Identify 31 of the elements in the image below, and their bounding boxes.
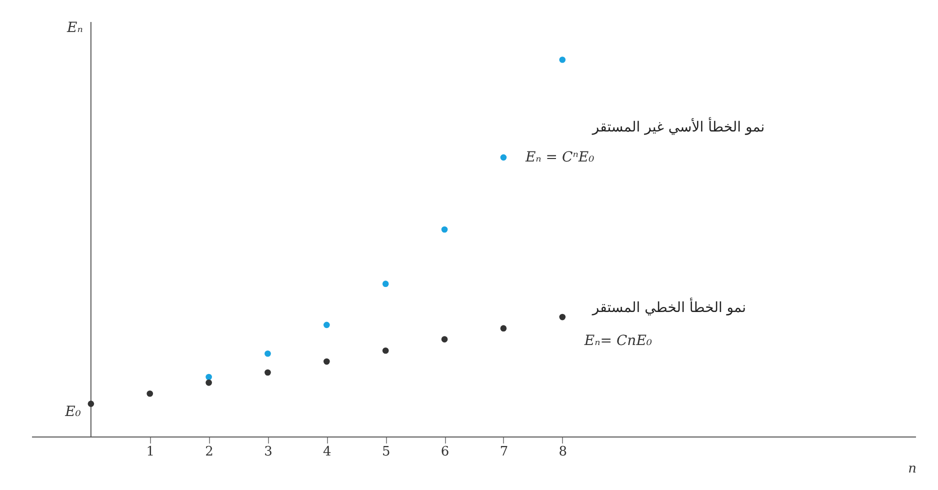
point (559, 56, 566, 63)
point (146, 390, 154, 397)
point (324, 358, 330, 365)
series-label: نمو الخطأ الخطي المستقر (591, 297, 746, 316)
point (500, 325, 507, 332)
x-tick-label: 2 (205, 444, 214, 460)
point (441, 336, 448, 342)
x-tick-label: 1 (146, 444, 155, 460)
y-axis-title: Eₙ (66, 20, 84, 36)
x-tick-label: 3 (264, 444, 272, 460)
annotation: Eₙ = CⁿE₀ (524, 149, 595, 166)
point (264, 369, 271, 376)
point (324, 322, 330, 328)
x-tick-label: 8 (558, 444, 568, 460)
annotation: Eₙ= CnE₀ (583, 333, 652, 350)
point (88, 400, 94, 407)
point (206, 374, 212, 380)
point (382, 280, 389, 287)
x-tick-label: 6 (440, 444, 450, 460)
point (500, 154, 507, 161)
x-tick-label: 7 (500, 444, 508, 460)
point (382, 347, 389, 354)
point (264, 350, 271, 357)
point (206, 380, 212, 386)
point (441, 226, 448, 233)
text: نمو الخطأ الأسي غير المستقر (591, 116, 765, 136)
x-tick-label: 5 (382, 444, 390, 460)
x-tick-label: 4 (323, 444, 332, 460)
annotation: E₀ (64, 404, 82, 420)
point (559, 314, 566, 320)
x-axis-title: n (908, 462, 916, 476)
